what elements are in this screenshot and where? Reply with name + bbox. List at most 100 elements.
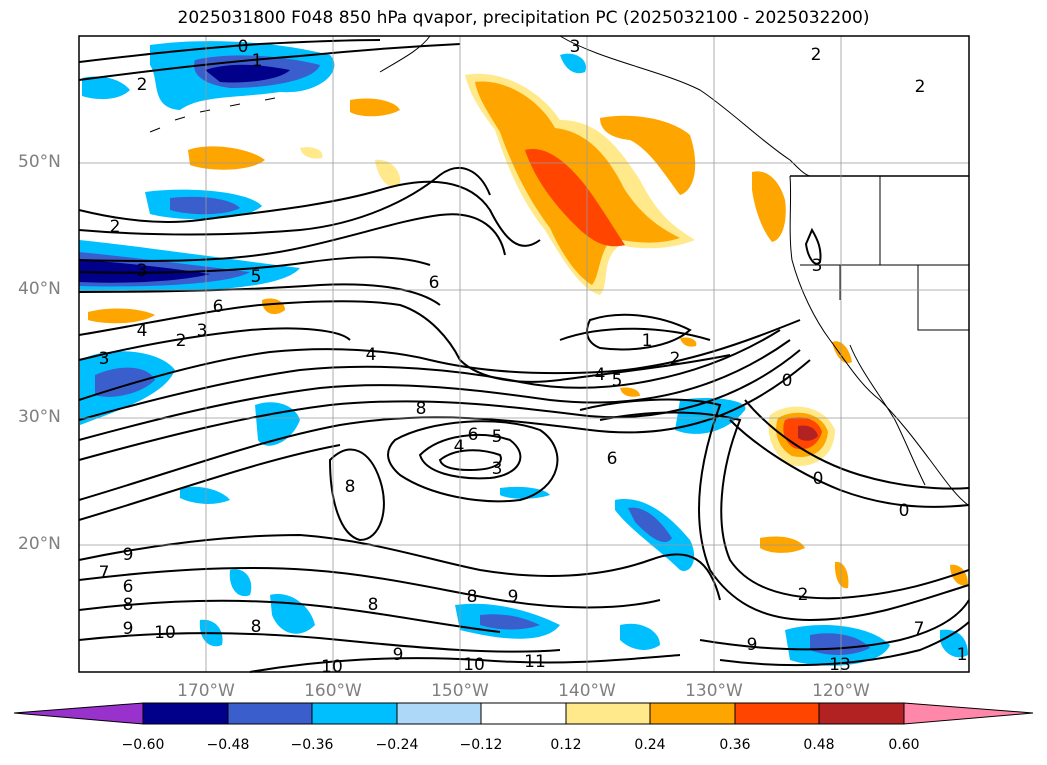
colorbar-tick: 0.48 bbox=[803, 737, 835, 753]
pos-fill-m3 bbox=[620, 387, 640, 397]
contour-label: 3 bbox=[137, 261, 148, 281]
lat-label-30: 30°N bbox=[18, 407, 61, 427]
contour-label: 2 bbox=[915, 77, 926, 97]
contour-line bbox=[78, 283, 441, 306]
contour-line bbox=[744, 399, 970, 490]
contour-line bbox=[719, 621, 970, 667]
contour-line bbox=[78, 300, 731, 383]
contour-line bbox=[438, 449, 502, 472]
contour-label: 10 bbox=[463, 655, 485, 675]
neg-fill-s5 bbox=[229, 569, 252, 597]
contour-line bbox=[579, 398, 970, 622]
colorbar-segment bbox=[565, 702, 651, 725]
colorbar-tick: 0.36 bbox=[719, 737, 751, 753]
pos-fill-e3 bbox=[950, 564, 968, 586]
colorbar-segment bbox=[649, 702, 736, 725]
contour-line bbox=[78, 256, 431, 274]
contour-label: 11 bbox=[524, 652, 546, 672]
lon-label-130w: 130°W bbox=[685, 681, 743, 701]
contour-line bbox=[599, 411, 970, 600]
contour-label: 8 bbox=[123, 595, 134, 615]
contour-line bbox=[699, 599, 970, 651]
colorbar-segment bbox=[227, 702, 313, 725]
pos-fill-m1 bbox=[375, 159, 401, 188]
contour-label: 6 bbox=[213, 297, 224, 317]
contour-line bbox=[78, 327, 351, 361]
plot-frame bbox=[78, 35, 970, 673]
aleutian-islands bbox=[149, 97, 276, 133]
contour-label: 8 bbox=[251, 617, 262, 637]
colorbar-segment bbox=[480, 702, 567, 725]
precip-fills bbox=[79, 41, 968, 666]
contour-label: 4 bbox=[595, 365, 606, 385]
pos-fill-w1 bbox=[88, 308, 155, 324]
pos-fill-nw bbox=[188, 146, 265, 170]
colorbar-extend-low bbox=[13, 702, 144, 725]
contour-label: 3 bbox=[197, 321, 208, 341]
contour-line bbox=[78, 632, 561, 653]
colorbar-segment bbox=[311, 702, 398, 725]
contour-label: 6 bbox=[607, 449, 618, 469]
contour-line bbox=[78, 213, 506, 262]
pos-fill-ne2 bbox=[600, 115, 696, 195]
colorbar-tick: 0.24 bbox=[634, 737, 666, 753]
qvapor-contours bbox=[78, 39, 970, 673]
contour-line bbox=[249, 654, 681, 673]
contour-label: 3 bbox=[492, 459, 503, 479]
lon-label-160w: 160°W bbox=[304, 681, 362, 701]
colorbar-segment bbox=[142, 702, 229, 725]
pos-fill-e2 bbox=[834, 561, 849, 589]
colorbar-extend-high bbox=[903, 702, 1034, 725]
contour-label: 5 bbox=[492, 427, 503, 447]
pos-fill-nw2 bbox=[350, 98, 400, 117]
lon-label-170w: 170°W bbox=[177, 681, 235, 701]
contour-label: 0 bbox=[813, 469, 824, 489]
colorbar-tick: 0.60 bbox=[888, 737, 920, 753]
contour-label: 5 bbox=[612, 371, 623, 391]
contour-label: 10 bbox=[154, 623, 176, 643]
coast-alaska bbox=[379, 35, 969, 177]
pos-fill-m2 bbox=[300, 147, 323, 159]
contour-label: 1 bbox=[642, 331, 653, 351]
gridlines bbox=[79, 36, 969, 672]
contour-label: 9 bbox=[123, 545, 134, 565]
contour-label: 0 bbox=[899, 501, 910, 521]
lon-label-150w: 150°W bbox=[431, 681, 489, 701]
contour-line bbox=[78, 166, 491, 236]
contour-line bbox=[78, 39, 381, 63]
pos-fill-w2 bbox=[262, 298, 285, 315]
coastlines bbox=[149, 35, 969, 506]
contour-line bbox=[78, 339, 791, 441]
contour-line bbox=[78, 533, 721, 601]
contour-label: 4 bbox=[454, 437, 465, 457]
contour-label: 9 bbox=[123, 619, 134, 639]
lon-label-120w: 120°W bbox=[812, 681, 870, 701]
neg-fill-aleutian-dark bbox=[205, 64, 290, 83]
colorbar-segment bbox=[818, 702, 905, 725]
lat-label-50: 50°N bbox=[18, 152, 61, 172]
neg-fill-s8 bbox=[620, 623, 660, 650]
contour-labels: 0 1 2 3 2 2 2 3 5 6 4 3 2 3 4 6 3 1 2 4 … bbox=[99, 37, 968, 677]
contour-line bbox=[804, 227, 822, 265]
colorbar-segment bbox=[396, 702, 482, 725]
contour-label: 0 bbox=[238, 37, 249, 57]
neg-fill-c3-core bbox=[628, 507, 672, 543]
contour-label: 2 bbox=[670, 349, 681, 369]
lat-label-20: 20°N bbox=[18, 534, 61, 554]
contour-label: 6 bbox=[123, 577, 134, 597]
contour-line bbox=[78, 43, 461, 81]
contour-line bbox=[559, 327, 711, 341]
lat-label-40: 40°N bbox=[18, 279, 61, 299]
contour-label: 7 bbox=[99, 563, 110, 583]
coast-baja bbox=[849, 344, 926, 486]
contour-label: 1 bbox=[957, 645, 968, 665]
neg-fill-s3 bbox=[270, 594, 315, 634]
contour-label: 3 bbox=[570, 37, 581, 57]
contour-line bbox=[586, 313, 692, 351]
colorbar-tick: −0.60 bbox=[121, 737, 165, 753]
neg-fill-s7 bbox=[180, 486, 230, 504]
contour-label: 9 bbox=[508, 587, 519, 607]
colorbar-segment bbox=[734, 702, 820, 725]
contour-label: 3 bbox=[812, 256, 823, 276]
